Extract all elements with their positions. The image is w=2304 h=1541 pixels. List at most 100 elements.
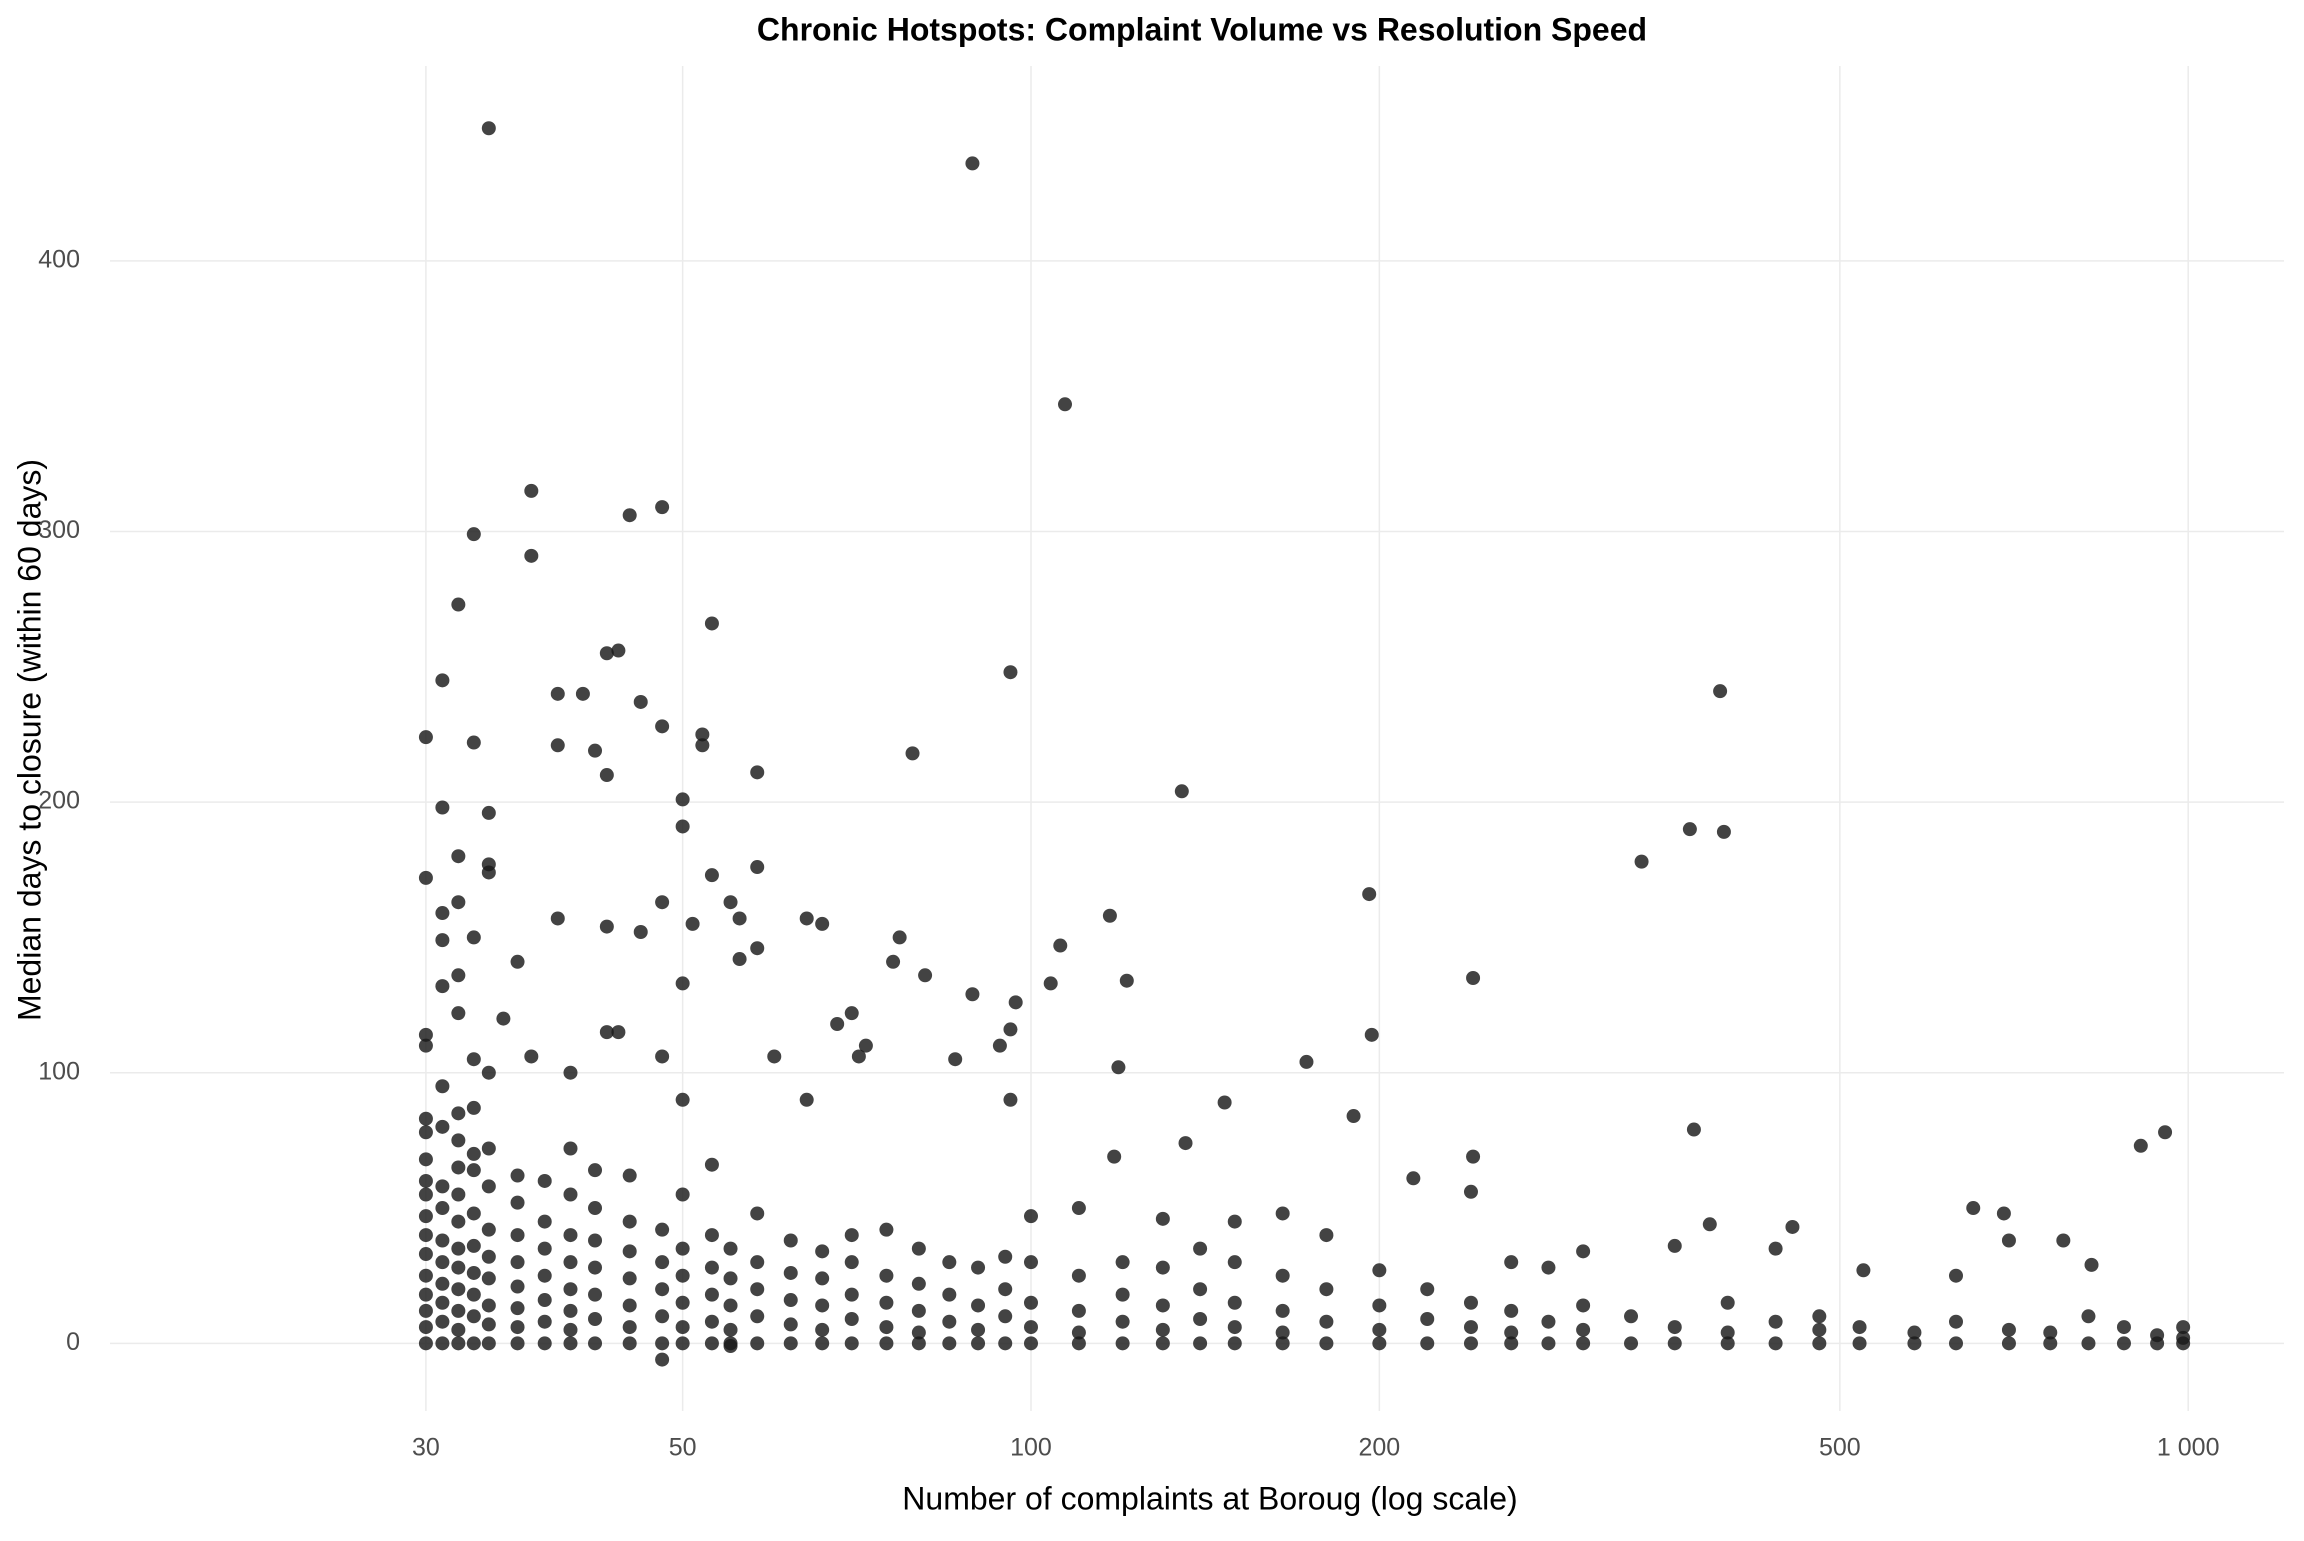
y-tick-label: 300 — [38, 516, 80, 544]
point — [537, 1173, 552, 1188]
point — [1107, 1149, 1122, 1164]
point — [418, 1152, 433, 1167]
point — [418, 1209, 433, 1224]
point — [622, 1271, 637, 1286]
point — [750, 765, 765, 780]
point — [622, 1244, 637, 1259]
point — [1420, 1311, 1435, 1326]
point — [451, 1160, 466, 1175]
point — [1319, 1336, 1334, 1351]
point — [466, 735, 481, 750]
point — [1576, 1322, 1591, 1337]
point — [481, 1179, 496, 1194]
point — [1071, 1201, 1086, 1216]
point — [911, 1241, 926, 1256]
point — [1155, 1298, 1170, 1313]
point — [750, 1255, 765, 1270]
point — [1948, 1314, 1963, 1329]
point — [1768, 1314, 1783, 1329]
point — [537, 1293, 552, 1308]
point — [418, 1268, 433, 1283]
point — [1504, 1336, 1519, 1351]
point — [1155, 1322, 1170, 1337]
point — [435, 1295, 450, 1310]
point — [1193, 1336, 1208, 1351]
point — [783, 1336, 798, 1351]
y-tick-label: 400 — [38, 245, 80, 273]
point — [655, 1282, 670, 1297]
point — [1155, 1336, 1170, 1351]
point — [723, 1271, 738, 1286]
point — [2116, 1320, 2131, 1335]
point — [1023, 1320, 1038, 1335]
point — [451, 1282, 466, 1297]
point — [1541, 1336, 1556, 1351]
point — [1504, 1303, 1519, 1318]
point — [575, 686, 590, 701]
point — [675, 819, 690, 834]
x-tick-label: 500 — [1819, 1434, 1861, 1462]
point — [2081, 1309, 2096, 1324]
point — [971, 1322, 986, 1337]
point — [971, 1336, 986, 1351]
point — [481, 865, 496, 880]
point — [588, 1233, 603, 1248]
point — [466, 1336, 481, 1351]
point — [1155, 1211, 1170, 1226]
point — [695, 738, 710, 753]
point — [1466, 1149, 1481, 1164]
x-axis-label: Number of complaints at Boroug (log scal… — [902, 1480, 1517, 1516]
point — [704, 1336, 719, 1351]
point — [992, 1038, 1007, 1053]
point — [2116, 1336, 2131, 1351]
point — [451, 968, 466, 983]
point — [2056, 1233, 2071, 1248]
point — [815, 1322, 830, 1337]
point — [732, 952, 747, 967]
point — [466, 1287, 481, 1302]
point — [704, 1228, 719, 1243]
point — [695, 727, 710, 742]
point — [750, 1282, 765, 1297]
point — [998, 1282, 1013, 1297]
point — [1948, 1336, 1963, 1351]
point — [510, 1320, 525, 1335]
point — [1346, 1109, 1361, 1124]
x-tick-label: 30 — [412, 1434, 440, 1462]
point — [1713, 684, 1728, 699]
point — [1227, 1320, 1242, 1335]
point — [1768, 1241, 1783, 1256]
point — [942, 1287, 957, 1302]
point — [1406, 1171, 1421, 1186]
x-tick-label: 200 — [1358, 1434, 1400, 1462]
point — [1702, 1217, 1717, 1232]
point — [1785, 1219, 1800, 1234]
point — [1023, 1209, 1038, 1224]
point — [1667, 1320, 1682, 1335]
point — [510, 954, 525, 969]
point — [1071, 1325, 1086, 1340]
point — [1966, 1201, 1981, 1216]
y-axis-label: Median days to closure (within 60 days) — [11, 459, 47, 1021]
point — [481, 1065, 496, 1080]
point — [451, 849, 466, 864]
point — [550, 686, 565, 701]
point — [418, 1228, 433, 1243]
point — [2001, 1336, 2016, 1351]
point — [675, 1241, 690, 1256]
point — [1420, 1336, 1435, 1351]
point — [1227, 1255, 1242, 1270]
point — [451, 1322, 466, 1337]
point — [537, 1336, 552, 1351]
point — [750, 941, 765, 956]
y-tick-label: 200 — [38, 787, 80, 815]
point — [1319, 1314, 1334, 1329]
point — [1504, 1325, 1519, 1340]
point — [588, 1201, 603, 1216]
point — [481, 1298, 496, 1313]
point — [451, 1106, 466, 1121]
y-tick-label: 0 — [66, 1328, 80, 1356]
point — [655, 1222, 670, 1237]
point — [815, 1298, 830, 1313]
point — [563, 1255, 578, 1270]
